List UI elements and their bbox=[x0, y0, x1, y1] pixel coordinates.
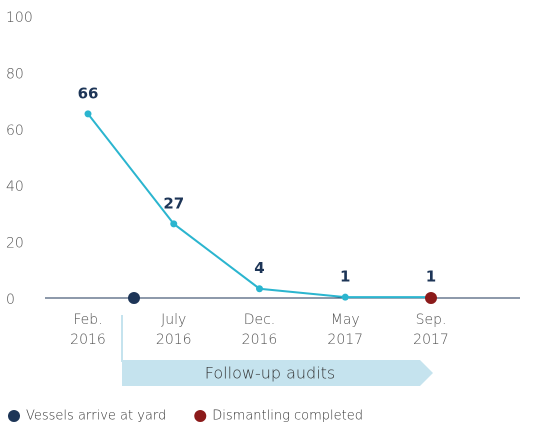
legend-label: Dismantling completed bbox=[212, 409, 363, 424]
data-point bbox=[170, 220, 178, 228]
x-tick-label: Dec. bbox=[244, 312, 276, 328]
x-tick-label: Feb. bbox=[73, 312, 102, 328]
band-label: Follow-up audits bbox=[205, 364, 336, 383]
data-point bbox=[256, 285, 263, 293]
data-label: 1 bbox=[340, 268, 350, 286]
x-tick-label: July bbox=[161, 312, 186, 328]
y-tick-label: 80 bbox=[6, 66, 24, 82]
y-tick-label: 40 bbox=[6, 179, 24, 195]
data-point bbox=[84, 110, 92, 118]
x-tick-label: 2017 bbox=[413, 332, 449, 348]
event-dot bbox=[128, 292, 140, 304]
x-tick-label: 2017 bbox=[327, 332, 363, 348]
x-tick-label: Sep. bbox=[416, 312, 447, 328]
data-label: 27 bbox=[163, 194, 184, 212]
event-dot bbox=[425, 292, 437, 304]
data-point bbox=[341, 293, 349, 301]
legend-marker bbox=[194, 410, 207, 422]
y-tick-label: 20 bbox=[6, 236, 24, 252]
y-tick-label: 60 bbox=[6, 123, 24, 139]
legend-marker bbox=[8, 410, 20, 422]
data-label: 1 bbox=[426, 268, 436, 286]
x-tick-label: 2016 bbox=[70, 332, 106, 348]
x-tick-label: May bbox=[331, 312, 360, 328]
x-tick-label: 2016 bbox=[242, 332, 278, 348]
y-tick-label: 100 bbox=[6, 10, 33, 26]
data-label: 4 bbox=[254, 259, 264, 277]
y-tick-label: 0 bbox=[6, 292, 15, 308]
band-arrow bbox=[122, 360, 433, 386]
x-tick-label: 2016 bbox=[156, 332, 192, 348]
legend-label: Vessels arrive at yard bbox=[26, 409, 166, 424]
data-label: 66 bbox=[78, 84, 99, 102]
